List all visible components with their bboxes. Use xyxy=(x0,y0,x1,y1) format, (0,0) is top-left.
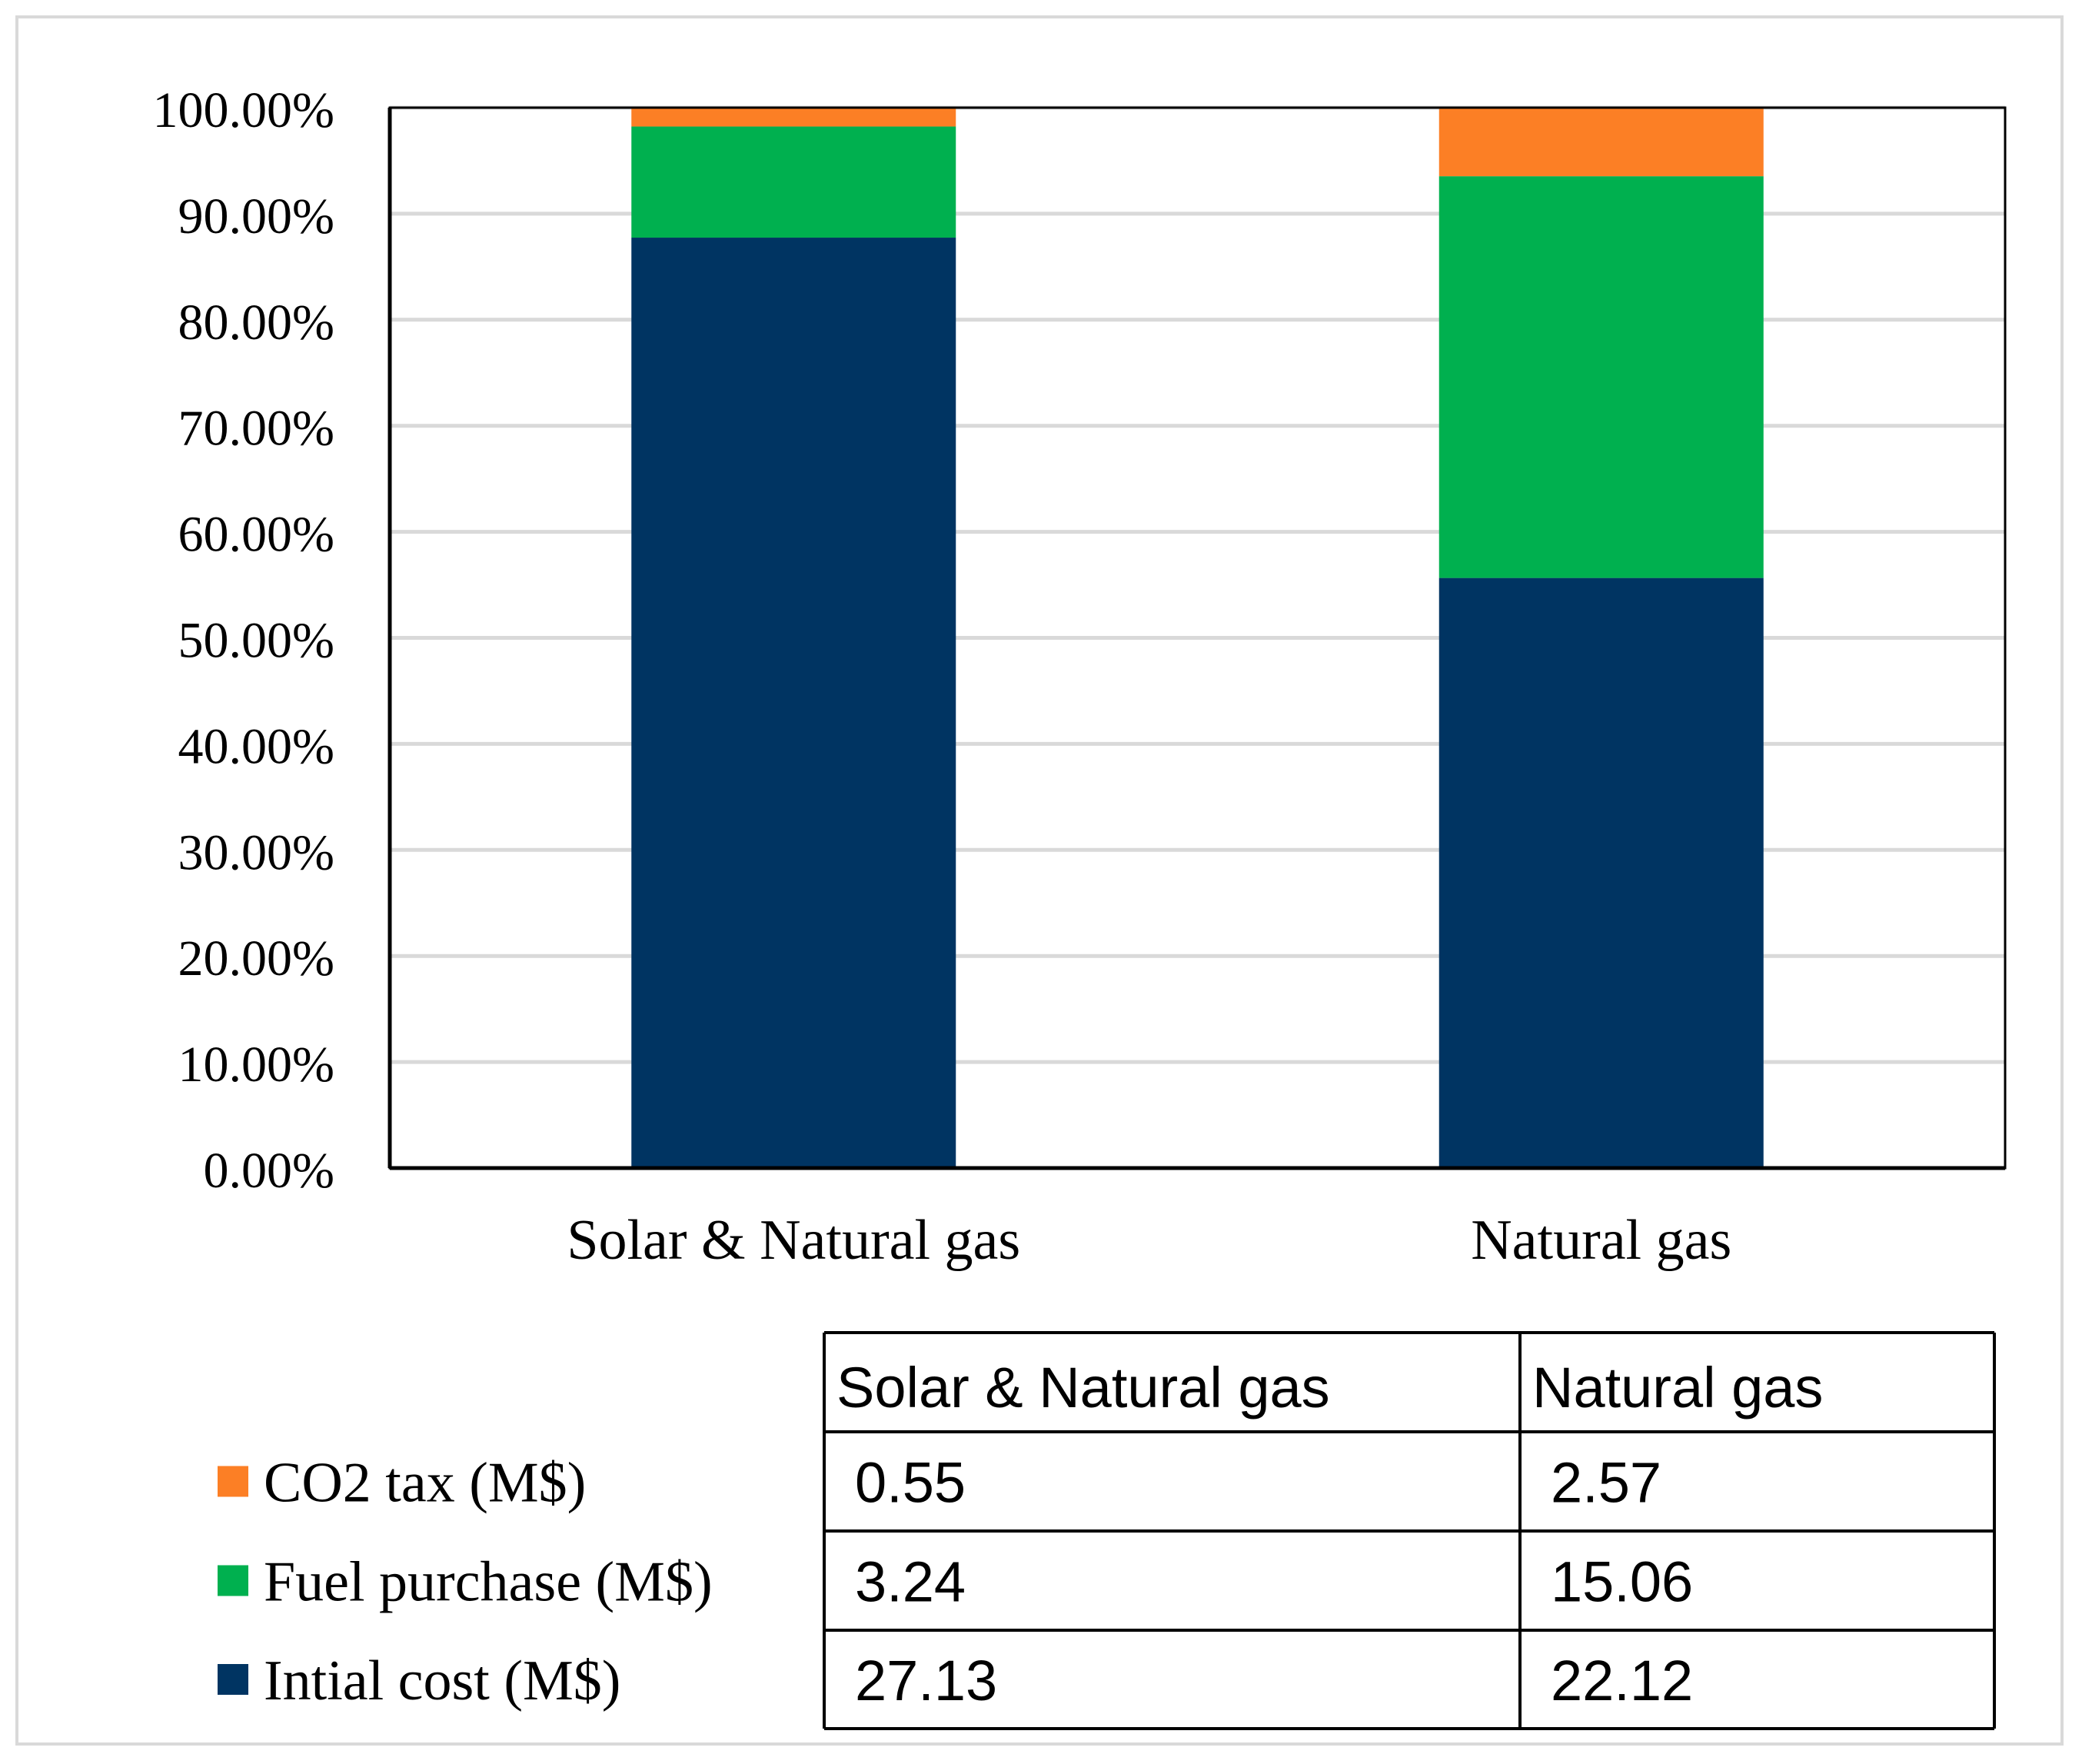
table-header: Natural gas xyxy=(1532,1356,1823,1420)
bar-segment xyxy=(631,238,956,1169)
y-tick-label: 80.00% xyxy=(178,295,334,351)
legend-key xyxy=(218,1664,248,1695)
axes xyxy=(387,106,2007,1170)
legend-label: Fuel purchase (M$) xyxy=(264,1551,713,1614)
y-tick-label: 90.00% xyxy=(178,188,334,245)
bars xyxy=(631,108,1764,1169)
y-axis-tick-labels: 0.00% 10.00% 20.00% 30.00% 40.00% 50.00% 60.00… xyxy=(153,82,334,1199)
y-tick-label: 30.00% xyxy=(178,824,334,880)
table-header: Solar & Natural gas xyxy=(836,1356,1330,1420)
data-table: Solar & Natural gas Natural gas CO2 tax (M… xyxy=(218,1331,1996,1730)
bar-segment xyxy=(631,126,956,238)
bar-segment xyxy=(631,108,956,127)
y-tick-label: 100.00% xyxy=(153,82,334,138)
y-tick-label: 70.00% xyxy=(178,401,334,457)
table-cell: 27.13 xyxy=(855,1649,997,1712)
table-cell: 15.06 xyxy=(1551,1550,1693,1614)
y-tick-label: 10.00% xyxy=(178,1037,334,1093)
y-tick-label: 50.00% xyxy=(178,613,334,669)
y-tick-label: 20.00% xyxy=(178,930,334,987)
y-tick-label: 40.00% xyxy=(178,718,334,774)
table-cell: 3.24 xyxy=(855,1550,966,1614)
legend-key xyxy=(218,1466,248,1497)
table-cell: 0.55 xyxy=(855,1451,966,1515)
x-axis-category-labels: Solar & Natural gas Natural gas xyxy=(567,1209,1731,1272)
bar-segment xyxy=(1438,176,1764,578)
legend-label: CO2 tax (M$) xyxy=(264,1452,586,1515)
x-category-label: Solar & Natural gas xyxy=(567,1209,1020,1272)
legend-key xyxy=(218,1565,248,1596)
table-cell: 2.57 xyxy=(1551,1451,1661,1515)
bar-segment xyxy=(1438,108,1764,177)
y-tick-label: 0.00% xyxy=(204,1143,334,1199)
y-tick-label: 60.00% xyxy=(178,507,334,563)
legend-label: Intial cost (M$) xyxy=(264,1649,620,1712)
x-category-label: Natural gas xyxy=(1471,1209,1731,1272)
chart-frame xyxy=(15,15,2064,1746)
bar-segment xyxy=(1438,577,1764,1168)
table-cell: 22.12 xyxy=(1551,1649,1693,1712)
